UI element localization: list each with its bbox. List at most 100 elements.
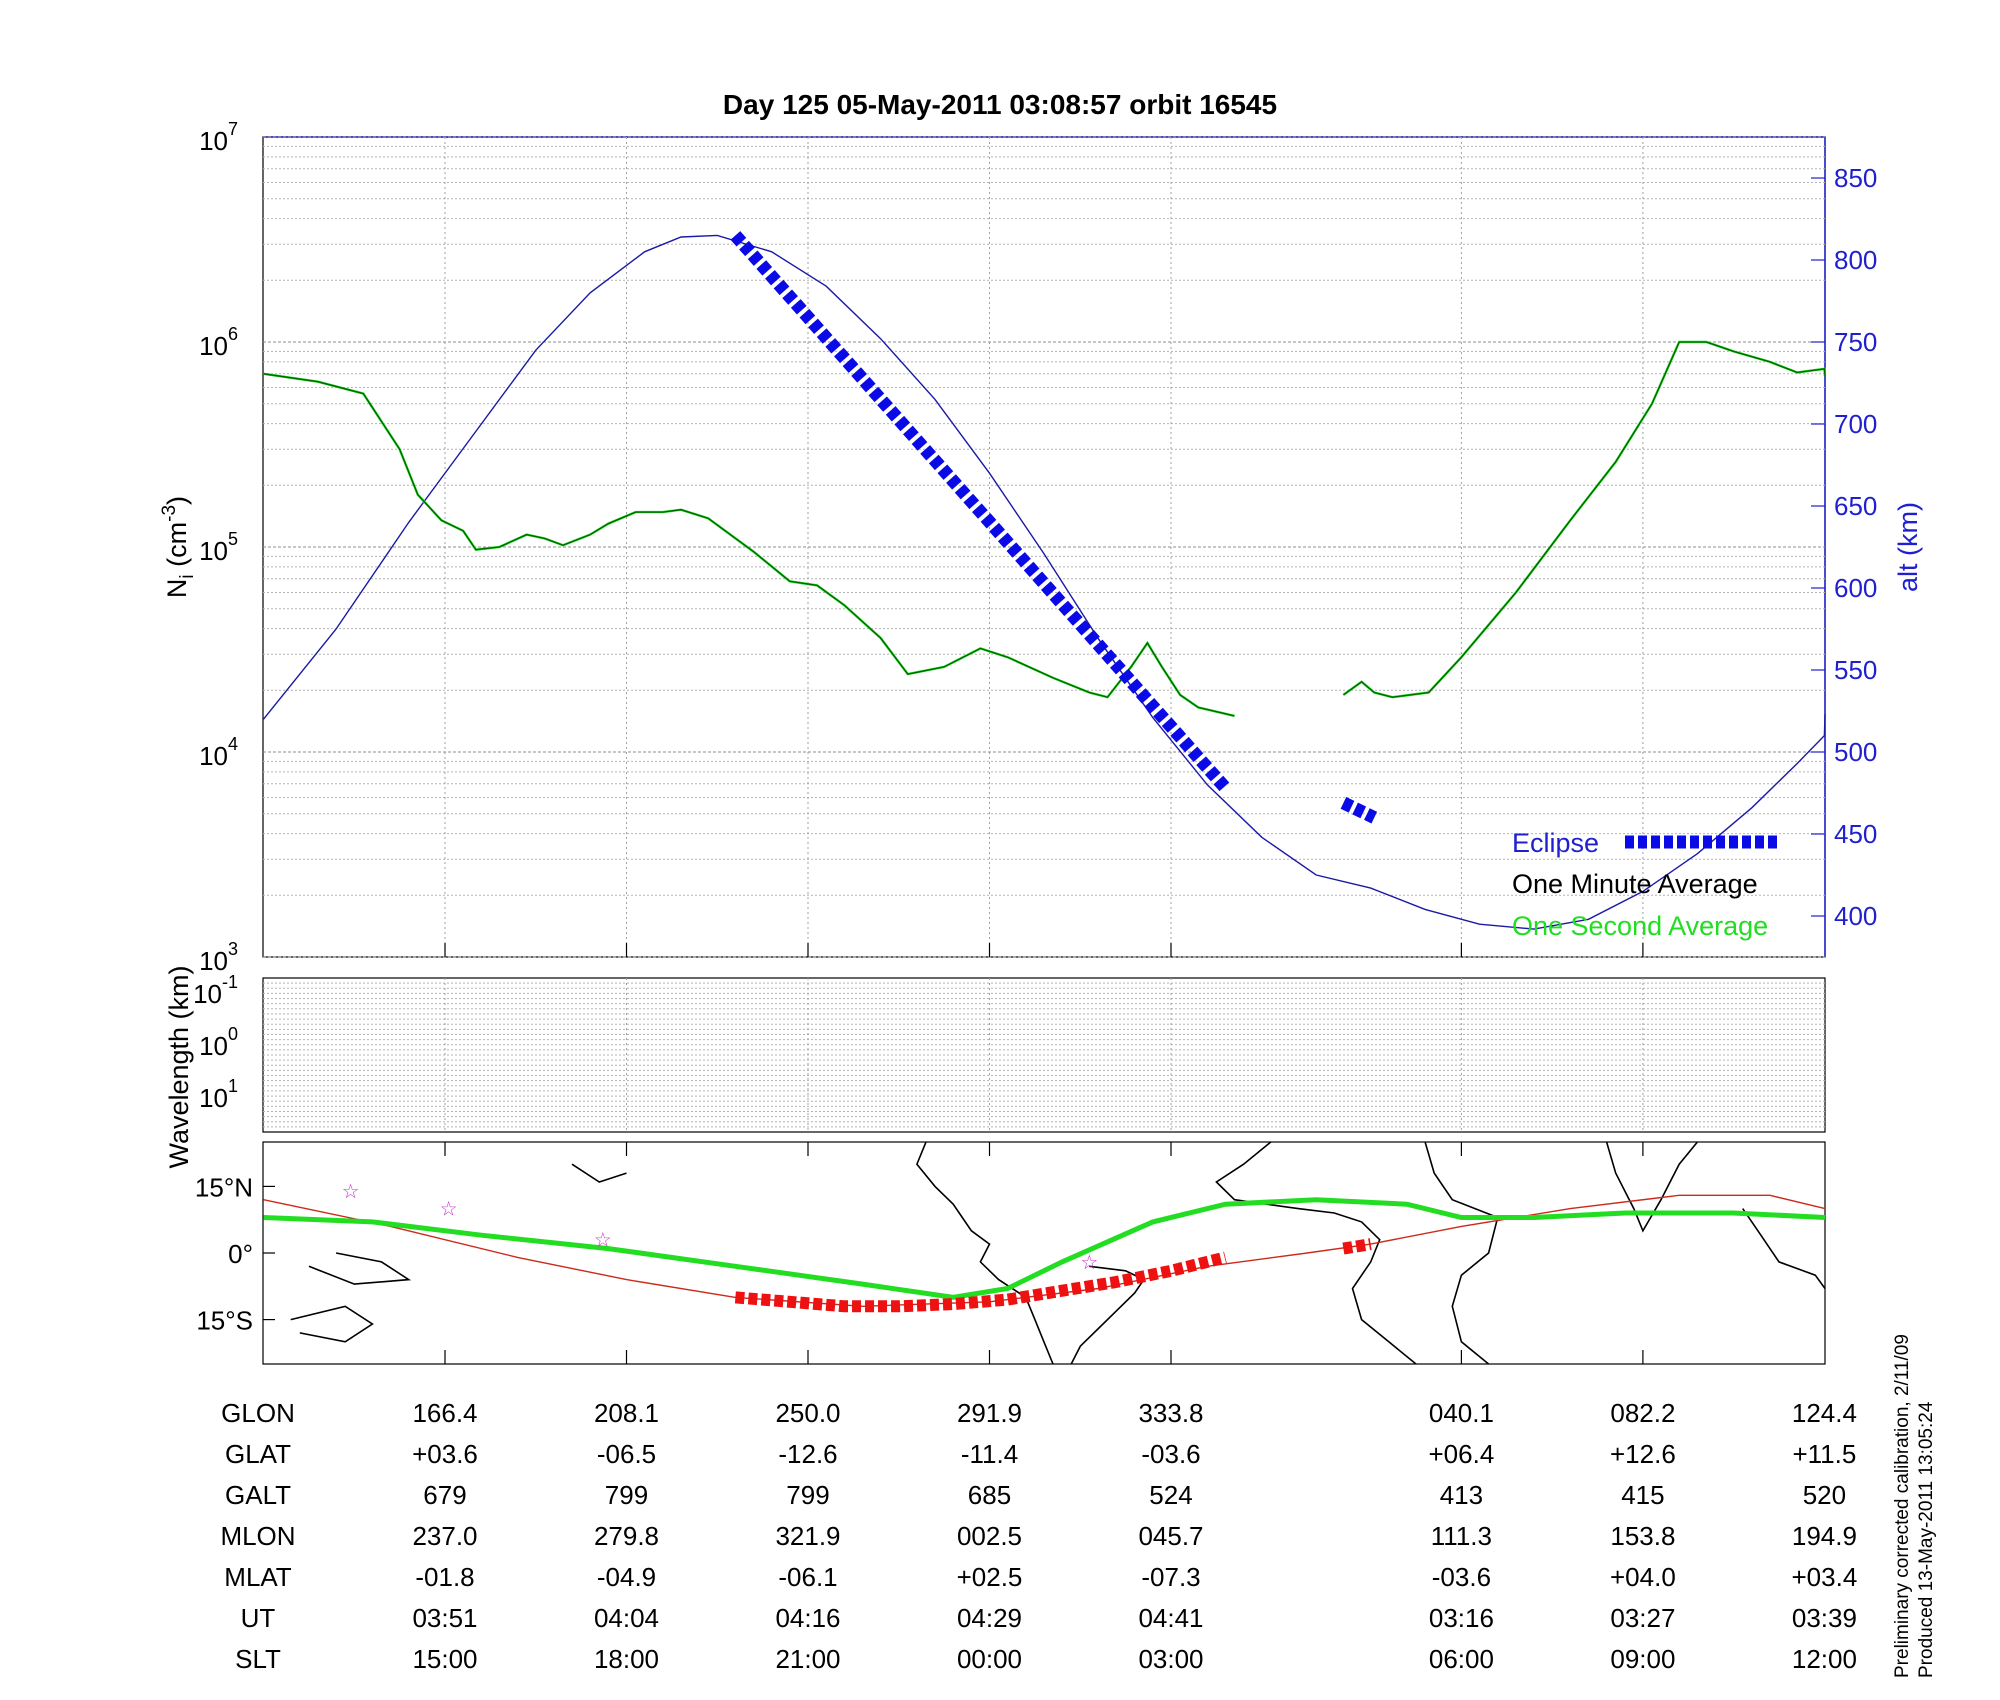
star-marker-icon: ☆ — [594, 1230, 612, 1252]
label-i: i — [177, 574, 198, 578]
table-cell: 124.4 — [1792, 1398, 1857, 1428]
coastline — [1070, 1265, 1145, 1365]
table-cell: -06.1 — [778, 1562, 837, 1592]
tick-exponent: 0 — [228, 1024, 238, 1044]
table-cell: 03:27 — [1610, 1603, 1675, 1633]
star-marker-icon: ☆ — [342, 1181, 360, 1203]
density-y-gridlines — [263, 136, 1825, 958]
tick-base: 10 — [199, 1083, 228, 1113]
label-n: N — [162, 579, 192, 599]
label-close: ) — [162, 496, 192, 505]
table-cell: 18:00 — [594, 1644, 659, 1674]
star-marker-icon: ☆ — [440, 1199, 458, 1221]
table-cell: 333.8 — [1138, 1398, 1203, 1428]
one-minute-average-line — [263, 373, 1235, 717]
table-cell: 03:51 — [412, 1603, 477, 1633]
coastline — [571, 1163, 627, 1183]
table-cell: 321.9 — [775, 1521, 840, 1551]
label-exp: -3 — [159, 505, 180, 522]
eclipse-marker-main — [730, 231, 1231, 793]
table-cell: 04:41 — [1138, 1603, 1203, 1633]
orbit-parameter-table: GLON 166.4 208.1 250.0 291.9 333.8 040.1 082.2 1… — [220, 1398, 1857, 1674]
table-cell: 03:39 — [1792, 1603, 1857, 1633]
table-row-label: GLAT — [225, 1439, 291, 1469]
one-second-average-line — [263, 372, 1235, 718]
table-cell: -07.3 — [1141, 1562, 1200, 1592]
star-marker-icon: ☆ — [1080, 1252, 1098, 1274]
altitude-tick-label: 400 — [1834, 901, 1877, 931]
altitude-tick-label: 700 — [1834, 409, 1877, 439]
table-row-label: GALT — [225, 1480, 291, 1510]
table-row-label: UT — [241, 1603, 276, 1633]
table-cell: -11.4 — [961, 1439, 1018, 1469]
coastline — [1605, 1141, 1699, 1233]
table-cell: 00:00 — [957, 1644, 1022, 1674]
coastline — [308, 1252, 412, 1285]
wavelength-tick-label: 10-1 — [193, 972, 238, 1009]
latitude-tick-label: 0° — [228, 1239, 253, 1269]
tick-exponent: 3 — [228, 939, 238, 959]
table-cell: 040.1 — [1429, 1398, 1494, 1428]
legend-one-second: One Second Average — [1512, 911, 1768, 941]
altitude-axis-label: alt (km) — [1893, 502, 1923, 592]
table-cell: 21:00 — [775, 1644, 840, 1674]
table-cell: 524 — [1149, 1480, 1192, 1510]
table-cell: -04.9 — [597, 1562, 656, 1592]
legend-one-minute: One Minute Average — [1512, 869, 1758, 899]
tick-exponent: 7 — [228, 119, 238, 139]
density-axis-label: Ni (cm-3) — [159, 496, 198, 598]
wavelength-tick-label: 100 — [199, 1024, 238, 1061]
table-cell: 06:00 — [1429, 1644, 1494, 1674]
tick-exponent: 5 — [228, 529, 238, 549]
table-cell: 09:00 — [1610, 1644, 1675, 1674]
altitude-line — [262, 234, 1826, 930]
table-cell: 799 — [786, 1480, 829, 1510]
table-cell: 153.8 — [1610, 1521, 1675, 1551]
coastline — [1215, 1141, 1417, 1365]
latitude-tick-label: 15°N — [195, 1172, 253, 1202]
table-cell: 03:16 — [1429, 1603, 1494, 1633]
footer-produced: Produced 13-May-2011 13:05:24 — [1916, 1401, 1937, 1678]
table-cell: -12.6 — [778, 1439, 837, 1469]
ground-track-line — [263, 1194, 1826, 1308]
density-tick-label: 105 — [199, 529, 238, 566]
coastline — [290, 1305, 374, 1343]
table-cell: 12:00 — [1792, 1644, 1857, 1674]
tick-exponent: 6 — [228, 324, 238, 344]
tick-base: 10 — [193, 979, 222, 1009]
table-cell: +06.4 — [1429, 1439, 1495, 1469]
tick-exponent: 4 — [228, 734, 238, 754]
table-cell: 250.0 — [775, 1398, 840, 1428]
eclipse-marker-secondary — [1340, 796, 1378, 824]
table-cell: 685 — [968, 1480, 1011, 1510]
wavelength-gridlines — [263, 978, 1825, 1132]
table-cell: 002.5 — [957, 1521, 1022, 1551]
table-cell: +03.6 — [412, 1439, 478, 1469]
continent-outlines — [290, 1141, 1826, 1365]
table-cell: 15:00 — [412, 1644, 477, 1674]
tick-base: 10 — [199, 741, 228, 771]
table-cell: 799 — [605, 1480, 648, 1510]
tick-base: 10 — [199, 536, 228, 566]
tick-exponent: -1 — [222, 972, 238, 992]
wavelength-tick-label: 101 — [199, 1076, 238, 1113]
map-eclipse-marker-2 — [1342, 1238, 1372, 1255]
table-cell: 03:00 — [1138, 1644, 1203, 1674]
altitude-tick-label: 550 — [1834, 655, 1877, 685]
chart-title: Day 125 05-May-2011 03:08:57 orbit 16545 — [723, 89, 1277, 120]
table-cell: +03.4 — [1792, 1562, 1858, 1592]
table-cell: -03.6 — [1432, 1562, 1491, 1592]
altitude-tick-label: 850 — [1834, 163, 1877, 193]
coastline — [1424, 1141, 1499, 1365]
table-cell: 045.7 — [1138, 1521, 1203, 1551]
table-row-label: GLON — [221, 1398, 295, 1428]
one-minute-average-line-2 — [1343, 341, 1826, 698]
table-cell: 413 — [1440, 1480, 1483, 1510]
map-eclipse-marker — [734, 1251, 1227, 1313]
table-cell: 166.4 — [412, 1398, 477, 1428]
table-cell: 279.8 — [594, 1521, 659, 1551]
